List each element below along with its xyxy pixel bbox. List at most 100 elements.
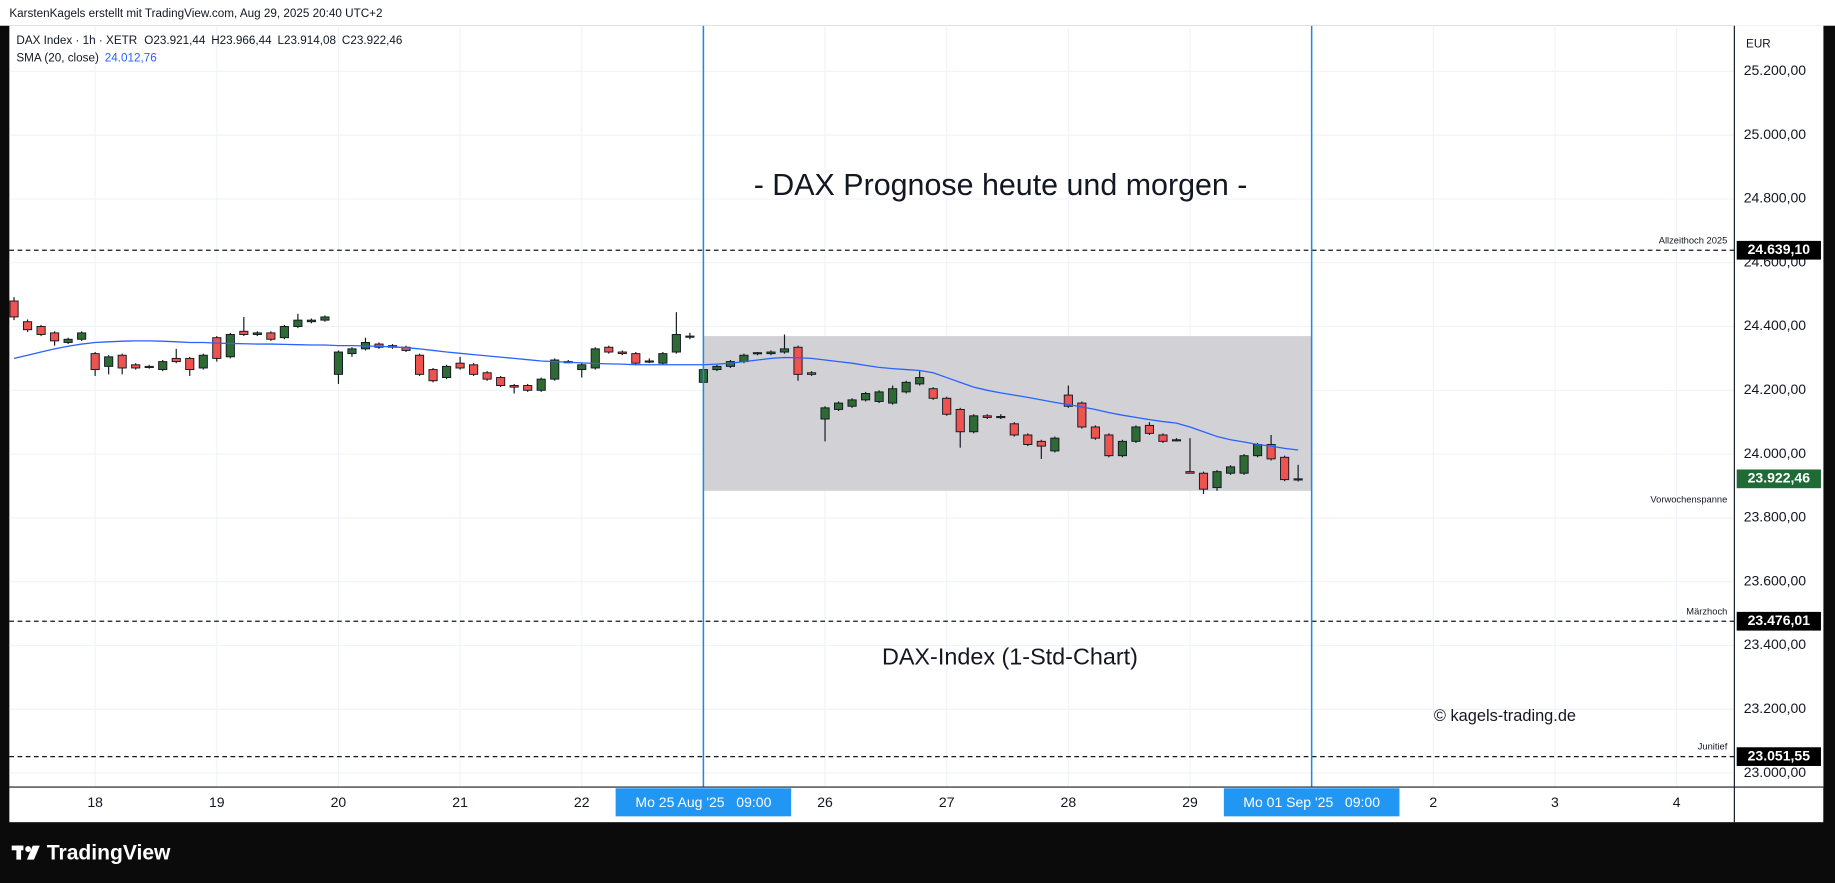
y-tick-label: 25.200,00 <box>1744 62 1807 78</box>
level-badge-label: 23.476,01 <box>1748 612 1811 628</box>
candle-body <box>171 357 181 363</box>
candle-body <box>50 332 60 342</box>
logo-part <box>16 845 22 860</box>
candle-body <box>901 381 911 393</box>
candle-body <box>279 326 289 339</box>
candle-body <box>820 407 830 420</box>
candle-body <box>509 385 519 388</box>
candle-body <box>1253 444 1263 457</box>
level-badge-label: 23.051,55 <box>1748 747 1811 763</box>
candle-body <box>77 332 87 340</box>
candle-body <box>347 348 357 355</box>
x-tick-label: 2 <box>1429 794 1437 810</box>
candle-body <box>888 388 898 404</box>
candle-body <box>955 408 965 433</box>
candle-body <box>644 360 654 363</box>
logo-part <box>26 845 40 860</box>
y-tick-label: 23.400,00 <box>1744 636 1807 652</box>
logo-part <box>25 846 32 853</box>
candle-body <box>239 330 249 335</box>
candle-body <box>861 393 871 401</box>
price-axis <box>1734 25 1824 788</box>
candle-body <box>1050 437 1060 452</box>
candle-body <box>455 362 465 369</box>
candle-body <box>536 378 546 391</box>
legend-sma-name: SMA (20, close) <box>16 52 99 65</box>
candle-body <box>942 397 952 415</box>
header-text: KarstenKagels erstellt mit TradingView.c… <box>9 7 382 20</box>
candle-body <box>320 316 330 321</box>
candle-body <box>604 346 614 353</box>
time-highlight <box>615 788 792 817</box>
candle-body <box>1266 444 1276 460</box>
x-tick-label: 18 <box>87 794 103 810</box>
candle-body <box>1280 456 1290 481</box>
y-tick-label: 23.600,00 <box>1744 572 1807 588</box>
level-badge <box>1736 240 1821 260</box>
candle-body <box>1131 426 1141 442</box>
legend-low: L23.914,08 <box>278 34 337 47</box>
candle-body <box>63 338 73 343</box>
candle-body <box>482 372 492 380</box>
legend-sma-value: 24.012,76 <box>105 52 157 65</box>
x-tick-label: 29 <box>1182 794 1198 810</box>
candle-body <box>1225 466 1236 474</box>
x-tick-label: 19 <box>209 794 225 810</box>
x-tick-label: Mo 25 Aug '25 09:00 <box>635 794 771 810</box>
candle-body <box>252 332 262 335</box>
y-tick-label: 24.800,00 <box>1744 190 1807 206</box>
x-tick-label: 4 <box>1673 794 1681 810</box>
candle-body <box>266 332 276 340</box>
candle-body <box>22 321 33 331</box>
candle-body <box>969 415 979 433</box>
candle-body <box>198 354 208 369</box>
range-box-label: Vorwochenspanne <box>1650 495 1727 505</box>
candle-body <box>1212 471 1222 489</box>
sma-line <box>13 340 1299 451</box>
candle-body <box>806 372 817 375</box>
candle-body <box>428 369 438 382</box>
candle-body <box>1117 440 1127 457</box>
candle-body <box>793 346 803 375</box>
last-price-badge <box>1736 469 1821 489</box>
x-tick-label: Mo 01 Sep '25 09:00 <box>1243 794 1380 810</box>
legend-open: O23.921,44 <box>144 34 206 47</box>
candle-body <box>982 415 992 418</box>
candle-body <box>928 388 938 399</box>
x-tick-label: 20 <box>331 794 347 810</box>
chart-title: - DAX Prognose heute und morgen - <box>754 168 1248 202</box>
candle-body <box>442 365 452 379</box>
candle-body <box>36 326 46 335</box>
x-tick-label: 28 <box>1061 794 1077 810</box>
level-badge <box>1736 747 1821 766</box>
candle-body <box>90 353 100 371</box>
candle-body <box>293 319 303 327</box>
y-tick-label: 25.000,00 <box>1744 126 1807 142</box>
candle-body <box>1239 455 1249 474</box>
y-tick-label: 24.400,00 <box>1744 317 1807 333</box>
candle-body <box>847 399 857 407</box>
candle-body <box>1144 424 1155 434</box>
legend-symbol: DAX Index · 1h · XETR <box>16 34 137 47</box>
time-highlight <box>1223 788 1400 817</box>
candle-body <box>185 357 195 371</box>
plot: Vorwochenspanne Allzeithoch 2025 Märzhoch J… <box>9 25 1824 823</box>
candle-body <box>131 364 141 369</box>
y-tick-label: 24.200,00 <box>1744 381 1807 397</box>
level-name: Allzeithoch 2025 <box>1659 235 1728 245</box>
legend-sma: SMA (20, close) 24.012,76 <box>16 52 156 65</box>
x-tick-label: 22 <box>574 794 590 810</box>
candle-body <box>117 354 127 369</box>
candle-body <box>333 351 344 375</box>
y-tick-label: 23.000,00 <box>1744 764 1807 780</box>
candle-body <box>617 351 627 355</box>
candle-body <box>834 402 844 410</box>
candle-body <box>1023 434 1033 445</box>
tradingview-logo <box>11 845 40 860</box>
candle-body <box>1171 439 1182 442</box>
candle-body <box>9 300 19 318</box>
x-tick-label: 26 <box>817 794 833 810</box>
candle-body <box>1090 426 1100 439</box>
level-name: Junitief <box>1698 742 1728 752</box>
level-badge <box>1736 611 1821 631</box>
